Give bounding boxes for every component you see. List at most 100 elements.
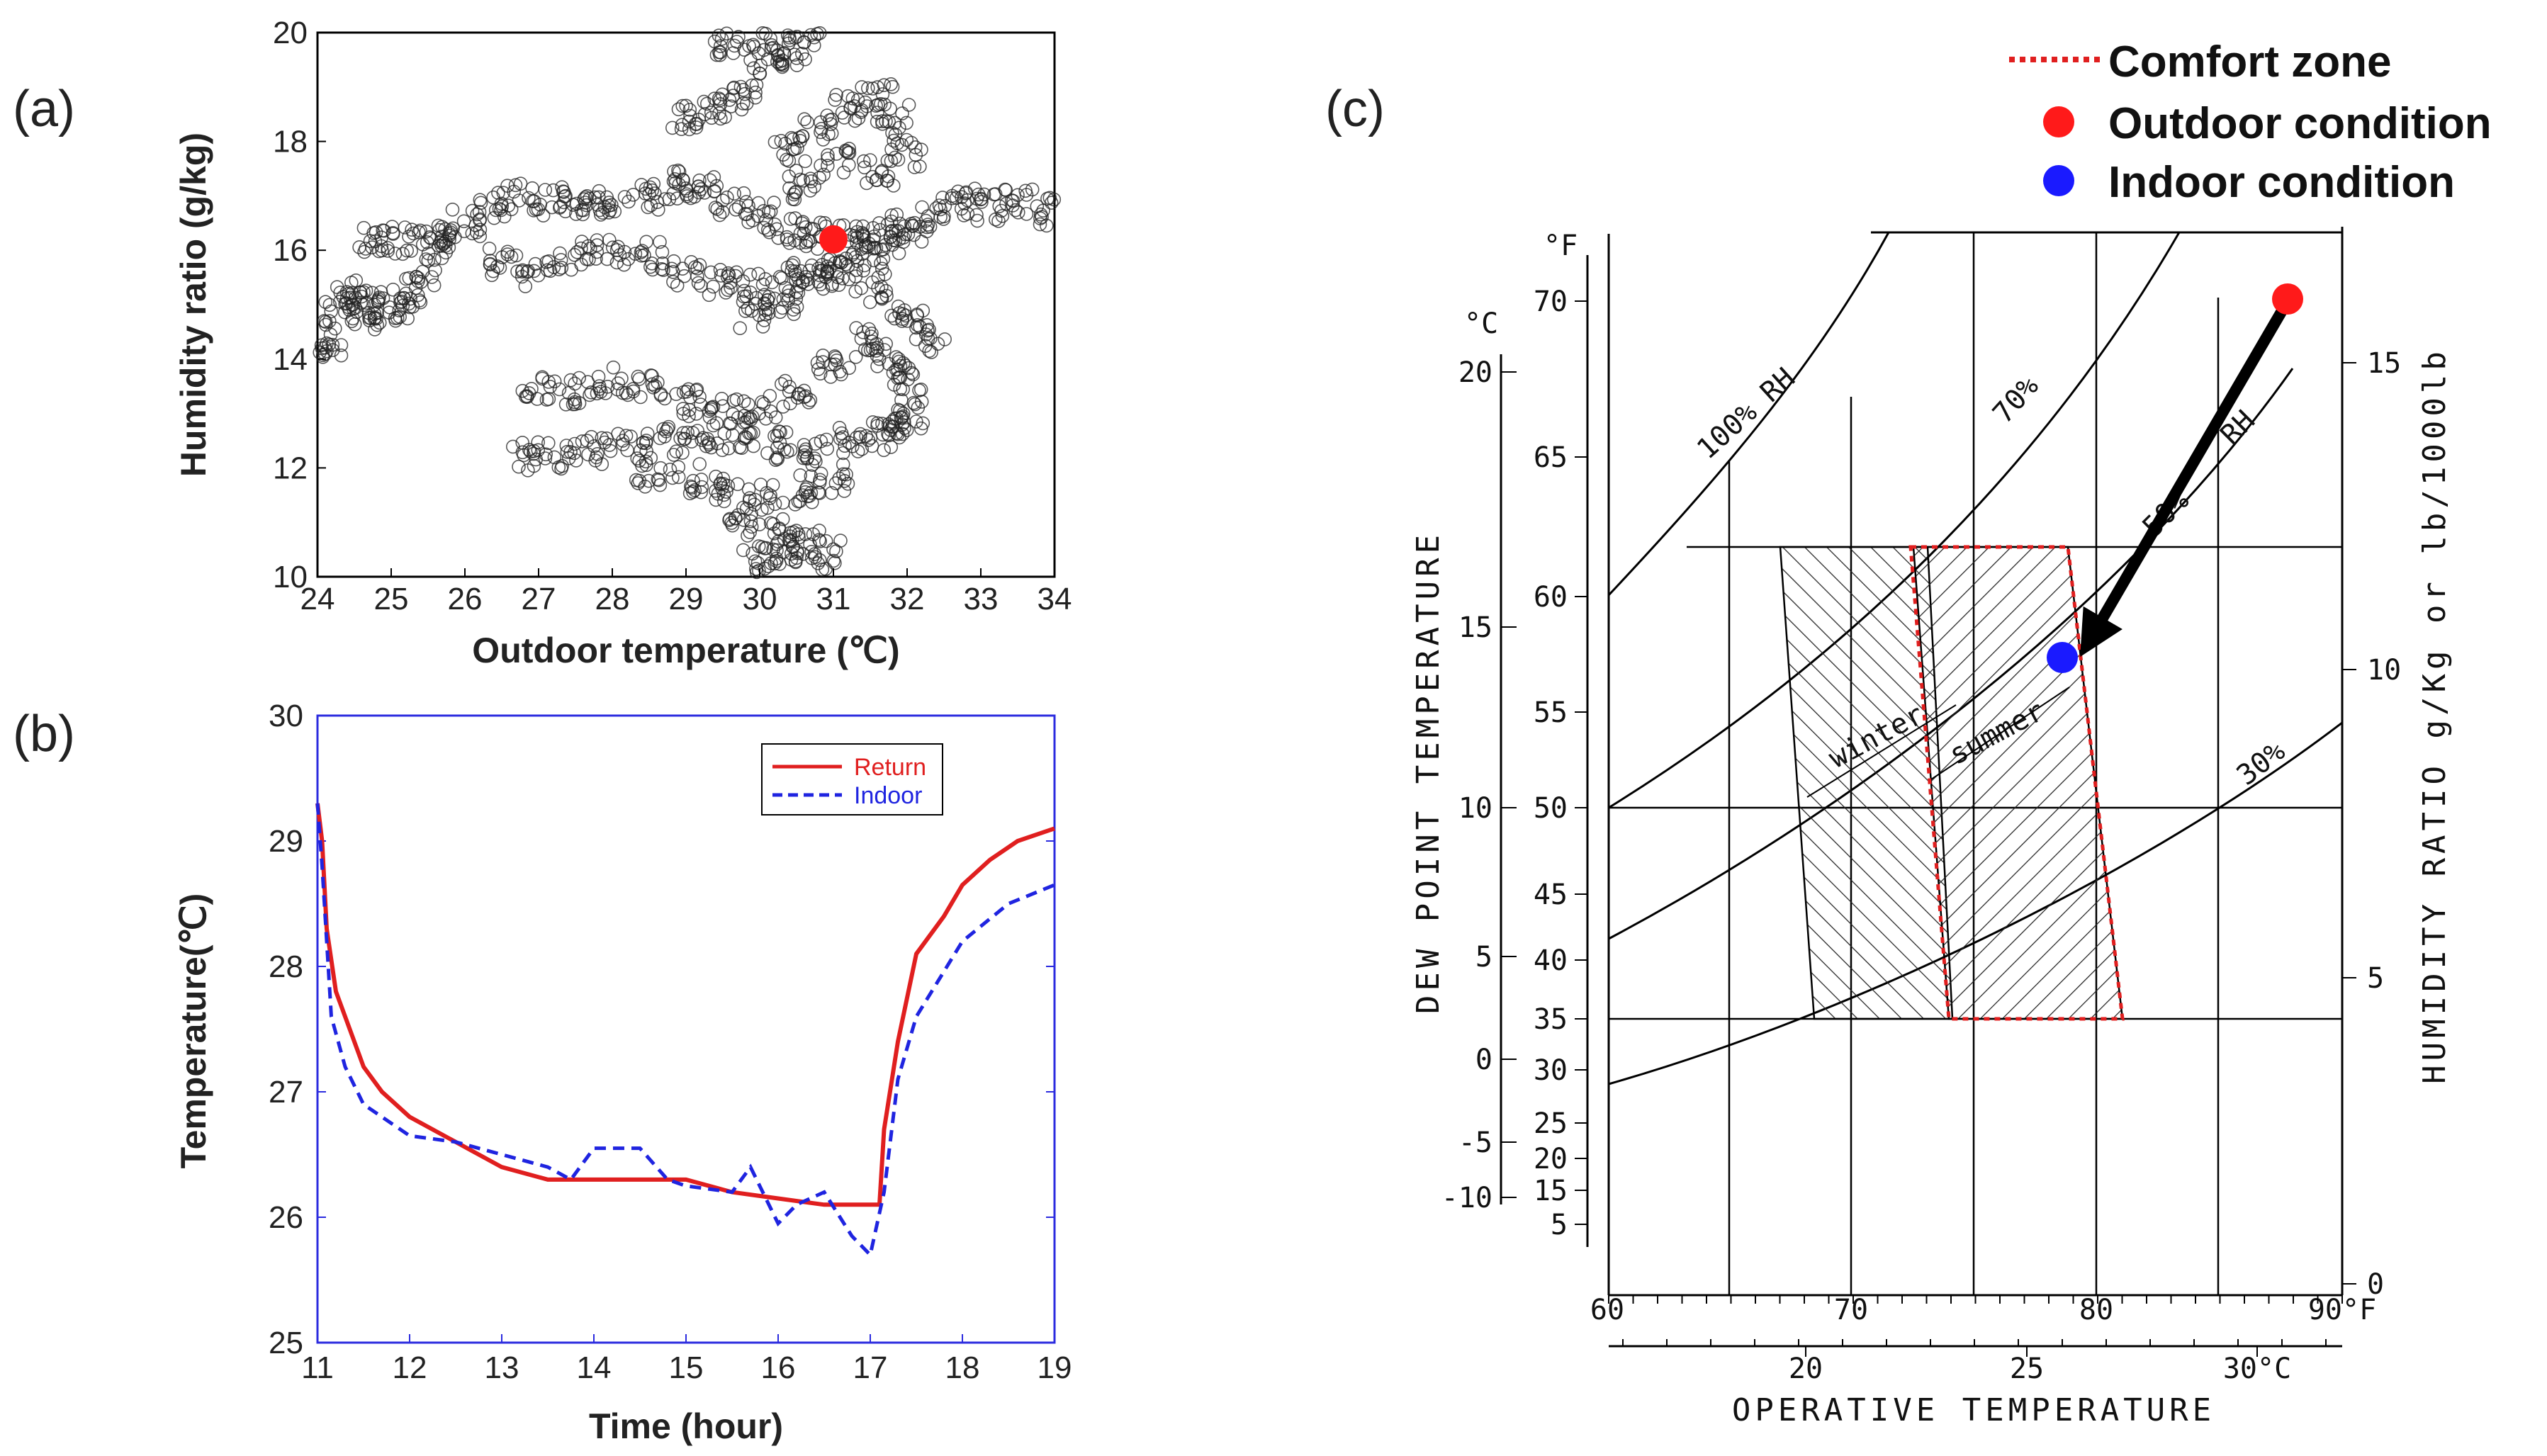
scatter-point — [787, 30, 802, 45]
scatter-point — [870, 106, 884, 120]
scatter-point — [483, 256, 497, 271]
scatter-point — [645, 377, 660, 392]
scatter-point — [706, 418, 721, 433]
scatter-point — [1019, 188, 1034, 202]
scatter-point — [891, 371, 905, 385]
scatter-point — [797, 448, 812, 463]
scatter-point — [772, 269, 787, 284]
comfort-zone-outline — [1908, 545, 2125, 1021]
scatter-point — [805, 458, 819, 473]
scatter-point — [870, 359, 884, 373]
zone-winter-arrow — [1806, 704, 1957, 798]
scatter-point — [814, 125, 828, 140]
scatter-point — [714, 269, 729, 283]
scatter-point — [535, 370, 550, 385]
scatter-point — [527, 194, 541, 208]
scatter-point — [721, 268, 736, 283]
scatter-point — [521, 463, 535, 478]
psy-left-fahrenheit-label: 70 — [1534, 286, 1568, 318]
psy-left-celsius-label: 15 — [1458, 611, 1492, 644]
scatter-point — [658, 429, 672, 444]
scatter-point — [710, 436, 725, 451]
psy-left-celsius-scale: °C 20 15 10 5 0 -5 -10 — [1441, 307, 1517, 1214]
scatter-point — [473, 222, 488, 237]
legend-label-return: Return — [854, 754, 926, 781]
indoor-condition-point — [2047, 642, 2078, 673]
scatter-point — [882, 356, 896, 371]
scatter-point — [518, 279, 533, 293]
scatter-point — [720, 190, 734, 205]
scatter-point — [673, 431, 687, 446]
scatter-point — [689, 120, 704, 135]
scatter-point — [905, 218, 919, 233]
psy-right-label: 10 — [2367, 654, 2401, 687]
psy-left-fahrenheit-label: 15 — [1534, 1175, 1568, 1207]
scatter-point — [879, 337, 893, 351]
scatter-point — [836, 457, 850, 472]
scatter-point — [788, 267, 803, 282]
chart-b-ticks-layer: 11 12 13 14 15 16 17 18 19 25 26 27 28 29 30 — [269, 699, 1072, 1385]
scatter-point — [371, 293, 385, 308]
scatter-point — [404, 244, 418, 258]
scatter-point — [615, 434, 630, 448]
scatter-point — [579, 198, 594, 213]
scatter-point — [645, 368, 660, 383]
scatter-point — [682, 122, 697, 137]
scatter-point — [872, 351, 887, 366]
scatter-point — [748, 492, 763, 507]
scatter-point — [888, 150, 902, 165]
scatter-point — [741, 215, 755, 230]
scatter-point — [1047, 192, 1062, 207]
scatter-point — [780, 232, 794, 247]
panel-tag-b: (b) — [13, 706, 75, 762]
scatter-point — [736, 394, 751, 409]
scatter-point — [538, 183, 553, 197]
scatter-point — [850, 235, 864, 250]
scatter-point — [683, 479, 698, 494]
chart-a-xtick-label: 34 — [1038, 582, 1072, 616]
scatter-point — [662, 192, 677, 207]
scatter-point — [628, 247, 643, 261]
scatter-point — [663, 462, 677, 477]
scatter-point — [322, 298, 337, 312]
chart-b-ytick-label: 25 — [269, 1326, 303, 1360]
scatter-point — [645, 183, 660, 198]
scatter-point — [491, 186, 505, 200]
scatter-point — [833, 534, 848, 548]
scatter-point — [631, 476, 646, 490]
scatter-point — [748, 90, 763, 105]
scatter-point — [807, 38, 821, 52]
scatter-point — [322, 314, 337, 329]
scatter-point — [877, 443, 891, 458]
scatter-point — [892, 224, 906, 239]
chart-b-frame — [316, 714, 1056, 1344]
psy-left-fahrenheit-label: 20 — [1534, 1143, 1568, 1175]
scatter-point — [785, 142, 800, 157]
scatter-point — [683, 108, 697, 123]
chart-a-ytick-label: 20 — [273, 16, 308, 50]
scatter-point — [863, 295, 877, 310]
scatter-point — [413, 223, 427, 238]
scatter-point — [438, 222, 452, 237]
scatter-point — [574, 257, 589, 272]
scatter-point — [832, 420, 847, 435]
chart-a-xtick-label: 26 — [448, 582, 483, 616]
scatter-point — [867, 253, 881, 268]
panel-tag-c: (c) — [1325, 81, 1385, 137]
scatter-point — [921, 323, 935, 338]
scatter-point — [409, 269, 424, 284]
chart-a-xlabel: Outdoor temperature (℃) — [472, 631, 899, 670]
chart-b-xtick-label: 17 — [853, 1350, 888, 1385]
psy-left-fahrenheit-label: 45 — [1534, 879, 1568, 911]
scatter-point — [836, 271, 850, 286]
scatter-point — [771, 534, 785, 549]
scatter-point — [715, 87, 730, 102]
scatter-point — [558, 397, 573, 412]
scatter-point — [761, 559, 776, 574]
scatter-point — [722, 513, 736, 528]
scatter-point — [957, 196, 972, 210]
chart-b-xtick-label: 15 — [669, 1350, 704, 1385]
scatter-point — [828, 93, 842, 107]
scatter-point — [842, 142, 856, 156]
